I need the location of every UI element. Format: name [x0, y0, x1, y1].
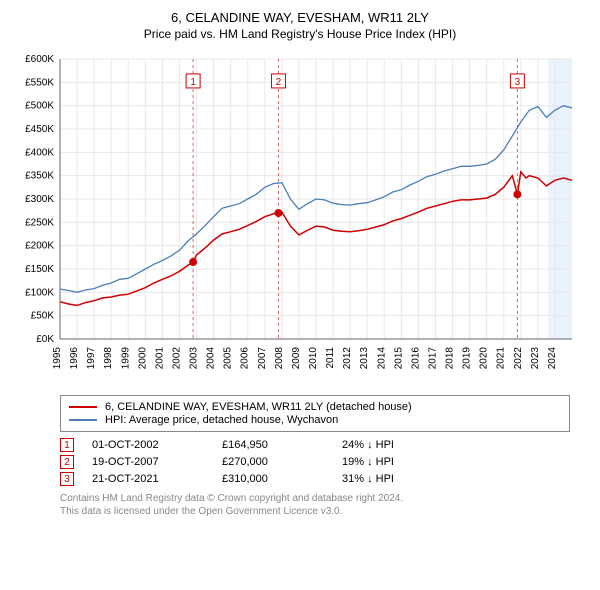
svg-text:2016: 2016 [410, 347, 421, 370]
svg-text:2004: 2004 [206, 347, 217, 370]
svg-text:2012: 2012 [342, 347, 353, 370]
svg-text:2017: 2017 [427, 347, 438, 370]
svg-text:2003: 2003 [189, 347, 200, 370]
svg-text:£600K: £600K [25, 54, 54, 65]
sale-price: £270,000 [222, 456, 342, 468]
sale-diff: 31% ↓ HPI [342, 473, 394, 485]
svg-text:2008: 2008 [274, 347, 285, 370]
svg-text:£400K: £400K [25, 147, 54, 158]
chart-container: 6, CELANDINE WAY, EVESHAM, WR11 2LY Pric… [0, 0, 600, 518]
svg-text:2020: 2020 [479, 347, 490, 370]
svg-text:2001: 2001 [154, 347, 165, 370]
sale-row: 2 19-OCT-2007£270,00019% ↓ HPI [60, 455, 570, 469]
legend-swatch [69, 419, 97, 421]
svg-text:3: 3 [515, 77, 521, 88]
sale-diff: 24% ↓ HPI [342, 439, 394, 451]
svg-text:1998: 1998 [103, 347, 114, 370]
svg-text:2021: 2021 [496, 347, 507, 370]
svg-text:2005: 2005 [223, 347, 234, 370]
svg-text:2006: 2006 [240, 347, 251, 370]
sale-date: 21-OCT-2021 [92, 473, 222, 485]
svg-text:£100K: £100K [25, 287, 54, 298]
footer-line2: This data is licensed under the Open Gov… [60, 505, 570, 518]
svg-text:£50K: £50K [31, 311, 55, 322]
svg-text:1996: 1996 [69, 347, 80, 370]
svg-text:2024: 2024 [547, 347, 558, 370]
svg-text:£300K: £300K [25, 194, 54, 205]
sale-date: 01-OCT-2002 [92, 439, 222, 451]
svg-text:2019: 2019 [462, 347, 473, 370]
svg-text:£450K: £450K [25, 124, 54, 135]
svg-text:2014: 2014 [376, 347, 387, 370]
svg-text:2007: 2007 [257, 347, 268, 370]
sale-marker: 2 [60, 455, 74, 469]
svg-text:2018: 2018 [445, 347, 456, 370]
legend-item: HPI: Average price, detached house, Wych… [69, 414, 561, 426]
chart-title-line2: Price paid vs. HM Land Registry's House … [0, 27, 600, 41]
svg-text:1: 1 [190, 77, 196, 88]
chart-svg: £0K £50K £100K £150K £200K £250K £300K £350K £40… [0, 49, 600, 389]
footer-line1: Contains HM Land Registry data © Crown c… [60, 492, 570, 505]
sale-marker: 3 [60, 472, 74, 486]
sale-date: 19-OCT-2007 [92, 456, 222, 468]
svg-text:2022: 2022 [513, 347, 524, 370]
svg-text:£0K: £0K [36, 334, 54, 345]
chart-title-line1: 6, CELANDINE WAY, EVESHAM, WR11 2LY [0, 10, 600, 25]
svg-text:2013: 2013 [359, 347, 370, 370]
svg-text:1999: 1999 [120, 347, 131, 370]
svg-text:£150K: £150K [25, 264, 54, 275]
svg-text:2002: 2002 [171, 347, 182, 370]
svg-text:2: 2 [276, 77, 282, 88]
svg-text:2010: 2010 [308, 347, 319, 370]
sale-marker: 1 [60, 438, 74, 452]
sale-diff: 19% ↓ HPI [342, 456, 394, 468]
legend: 6, CELANDINE WAY, EVESHAM, WR11 2LY (det… [60, 395, 570, 432]
sale-row: 3 21-OCT-2021£310,00031% ↓ HPI [60, 472, 570, 486]
svg-text:2011: 2011 [325, 347, 336, 369]
chart-plot: £0K £50K £100K £150K £200K £250K £300K £350K £40… [0, 49, 600, 389]
svg-text:£350K: £350K [25, 171, 54, 182]
sale-price: £310,000 [222, 473, 342, 485]
svg-text:2023: 2023 [530, 347, 541, 370]
legend-swatch [69, 406, 97, 408]
svg-text:2009: 2009 [291, 347, 302, 370]
sale-price: £164,950 [222, 439, 342, 451]
svg-text:2000: 2000 [137, 347, 148, 370]
sales-table: 1 01-OCT-2002£164,95024% ↓ HPI 2 19-OCT-200… [60, 438, 570, 486]
legend-label: HPI: Average price, detached house, Wych… [105, 414, 338, 426]
svg-text:1995: 1995 [52, 347, 63, 370]
sale-row: 1 01-OCT-2002£164,95024% ↓ HPI [60, 438, 570, 452]
svg-text:1997: 1997 [86, 347, 97, 370]
svg-text:2015: 2015 [393, 347, 404, 370]
legend-item: 6, CELANDINE WAY, EVESHAM, WR11 2LY (det… [69, 401, 561, 413]
footer-attribution: Contains HM Land Registry data © Crown c… [60, 492, 570, 518]
svg-text:£200K: £200K [25, 241, 54, 252]
svg-text:£500K: £500K [25, 101, 54, 112]
svg-text:£250K: £250K [25, 217, 54, 228]
svg-text:£550K: £550K [25, 77, 54, 88]
legend-label: 6, CELANDINE WAY, EVESHAM, WR11 2LY (det… [105, 401, 412, 413]
